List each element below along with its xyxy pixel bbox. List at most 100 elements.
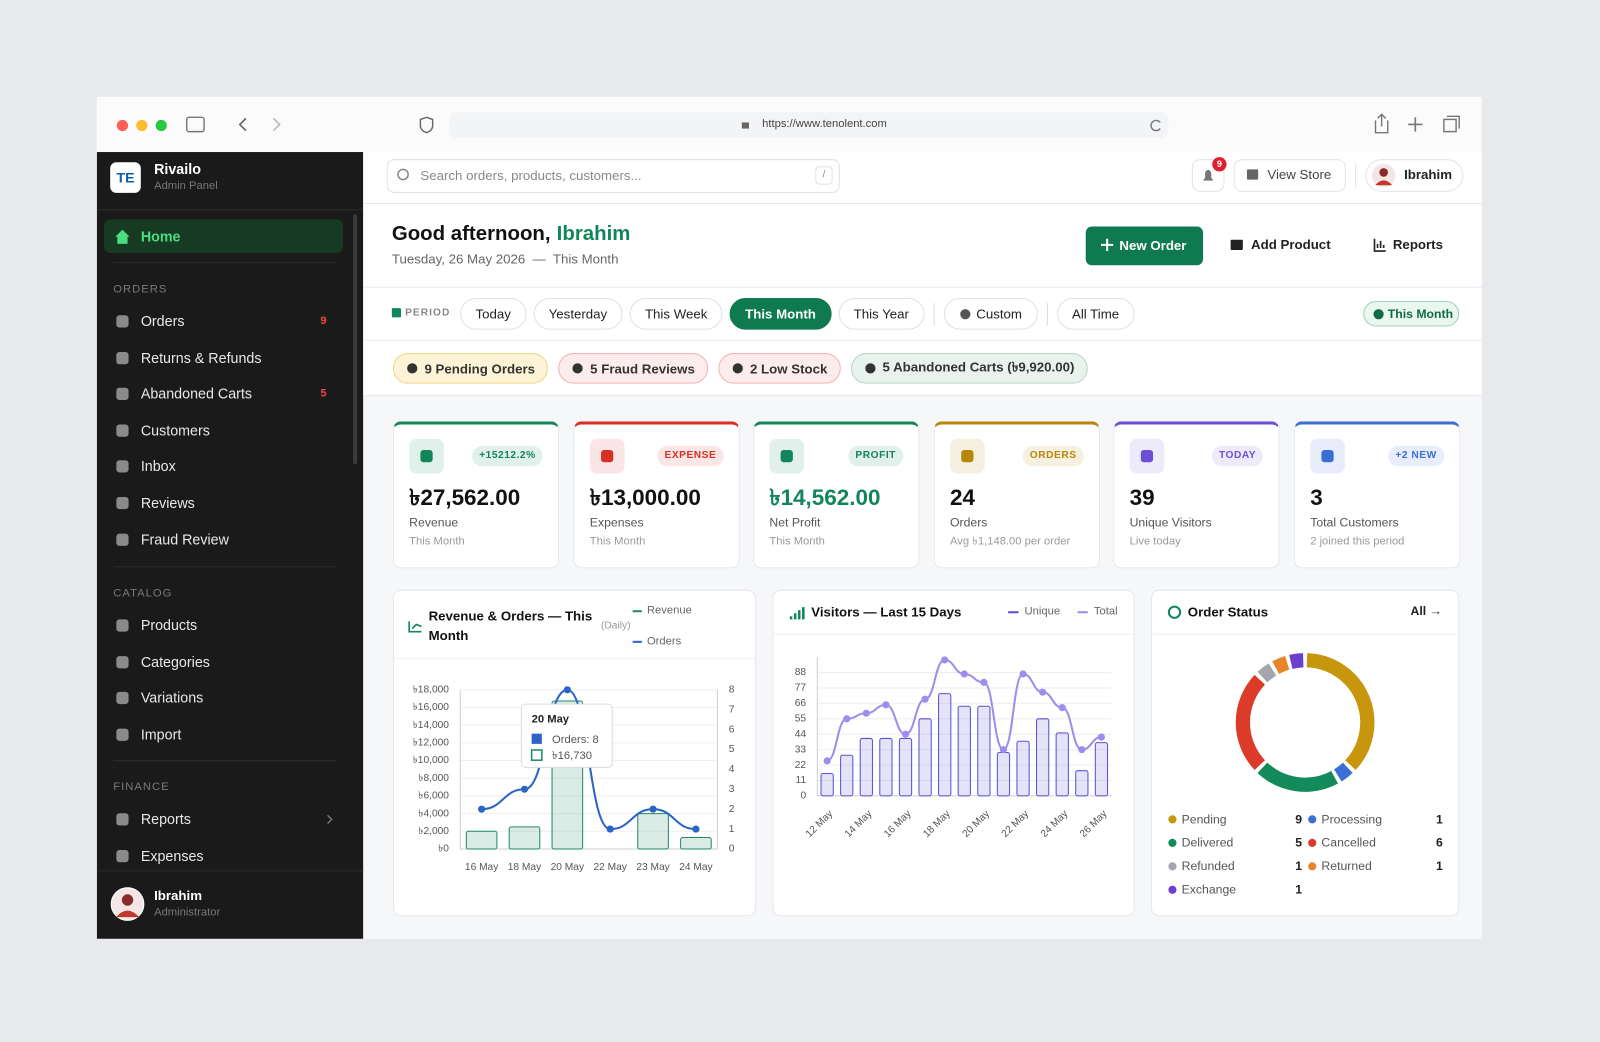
nav-badge: 9 — [320, 314, 327, 327]
icon-shape — [732, 363, 743, 374]
alert-label: 5 Abandoned Carts (৳9,920.00) — [882, 358, 1075, 374]
nav-badge: 5 — [320, 387, 327, 400]
notification-count: 9 — [1216, 158, 1222, 169]
kpi-sub: Live today — [1129, 535, 1181, 548]
nav-item-label: Customers — [140, 421, 210, 439]
notification-badge — [1212, 157, 1227, 172]
period-option[interactable]: This Week — [629, 297, 723, 330]
alert-pill[interactable]: 2 Low Stock — [718, 353, 841, 384]
reports-button[interactable]: Reports — [1392, 236, 1443, 253]
search-box[interactable] — [386, 159, 840, 193]
kpi-sub: This Month — [409, 535, 465, 548]
nav-icon — [116, 849, 129, 862]
period-label: PERIOD — [405, 307, 451, 319]
address-bar[interactable] — [448, 112, 1169, 138]
date-line: Tuesday, 26 May 2026 — This Month — [392, 251, 619, 267]
divider — [113, 760, 337, 762]
view-store-label: View Store — [1267, 166, 1332, 182]
scrollbar — [353, 214, 358, 465]
period-option[interactable]: Yesterday — [533, 297, 623, 330]
alert-pill[interactable]: 9 Pending Orders — [392, 353, 549, 384]
period-badge-label: This Month — [1387, 306, 1454, 322]
alert-label: 5 Fraud Reviews — [590, 360, 695, 377]
period-option[interactable]: Today — [460, 297, 527, 330]
kpi-label: Unique Visitors — [1129, 515, 1212, 530]
legend-label: Orders — [646, 635, 682, 648]
nav-icon — [116, 460, 129, 473]
alert-label: 2 Low Stock — [749, 360, 828, 377]
nav-icon — [116, 655, 129, 668]
kpi-card — [1293, 421, 1461, 569]
new-order-label: New Order — [1119, 237, 1187, 254]
legend-value: 6 — [1436, 835, 1443, 850]
period-option[interactable]: Custom — [943, 297, 1038, 330]
legend-value: 1 — [1436, 812, 1443, 827]
legend-label: Processing — [1321, 812, 1383, 827]
period-options: Today Yesterday This Week This Month This Ye… — [460, 297, 1135, 330]
user-button[interactable] — [1365, 159, 1464, 192]
legend-swatch — [632, 610, 642, 613]
period-option-label: Custom — [976, 306, 1022, 322]
divider — [96, 870, 364, 872]
kpi-label: Total Customers — [1310, 515, 1399, 530]
kpi-icon-glyph — [780, 449, 793, 463]
nav-icon — [116, 533, 129, 546]
nav-icon — [116, 728, 129, 741]
view-store-button[interactable] — [1233, 159, 1346, 192]
alert-pill[interactable]: 5 Abandoned Carts (৳9,920.00) — [850, 353, 1088, 384]
legend-label: Revenue — [646, 604, 692, 617]
legend-value: 1 — [1295, 858, 1303, 874]
user-button-label: Ibrahim — [1404, 166, 1453, 182]
greeting-text: Good afternoon, — [391, 222, 551, 245]
period-option-label: This Week — [644, 306, 708, 322]
legend-label: Exchange — [1181, 882, 1237, 897]
legend-value: 1 — [1436, 858, 1443, 874]
kpi-card — [392, 421, 560, 569]
kpi-card — [1113, 421, 1280, 569]
kpi-label: Orders — [949, 515, 988, 530]
period-option-label: Yesterday — [548, 306, 608, 322]
nav-section-title: ORDERS — [113, 283, 168, 296]
search-placeholder: Search orders, products, customers... — [420, 167, 642, 183]
kpi-card — [573, 421, 740, 569]
nav-icon — [116, 351, 129, 364]
kpi-badge: TODAY — [1211, 445, 1264, 467]
alerts: 9 Pending Orders 5 Fraud Reviews 2 Low Sto… — [392, 353, 1088, 384]
kpi-badge: EXPENSE — [657, 445, 724, 467]
nav-item-label: Products — [140, 616, 198, 634]
icon — [732, 363, 743, 374]
nav-home[interactable] — [104, 219, 343, 254]
icon — [865, 363, 876, 374]
nav-section-title: FINANCE — [113, 781, 170, 794]
legend-swatch — [1008, 611, 1019, 614]
divider — [1152, 633, 1459, 635]
kpi-icon-glyph — [961, 449, 974, 463]
kpi-sub: 2 joined this period — [1310, 535, 1405, 548]
chart-subtitle: (Daily) — [601, 620, 631, 632]
legend-label: Cancelled — [1321, 835, 1376, 850]
icon-shape — [572, 363, 584, 374]
greeting-name: Ibrahim — [556, 222, 631, 245]
kpi-value: 39 — [1129, 484, 1155, 511]
chart-filter[interactable]: All → — [1410, 603, 1442, 619]
nav-item-label: Variations — [140, 689, 204, 706]
date-period: This Month — [552, 251, 619, 267]
kpi-icon-glyph — [601, 449, 614, 463]
separator — [1046, 302, 1048, 325]
legend-label: Delivered — [1181, 835, 1234, 850]
period-option[interactable]: This Month — [729, 297, 832, 330]
period-option[interactable]: All Time — [1056, 297, 1135, 330]
period-option-label: This Year — [853, 306, 909, 322]
period-option-label: All Time — [1071, 306, 1120, 322]
legend-label: Total — [1093, 605, 1118, 618]
alert-pill[interactable]: 5 Fraud Reviews — [558, 353, 709, 384]
period-option[interactable]: This Year — [838, 297, 925, 330]
chart-title: Order Status — [1187, 604, 1269, 620]
icon-shape — [407, 363, 418, 374]
nav-item-label: Inbox — [140, 458, 176, 475]
kpi-label: Expenses — [589, 515, 644, 530]
add-product-button[interactable]: Add Product — [1251, 236, 1331, 253]
url: https://www.tenolent.com — [762, 117, 887, 131]
chart-card — [772, 589, 1135, 917]
divider — [113, 566, 337, 568]
